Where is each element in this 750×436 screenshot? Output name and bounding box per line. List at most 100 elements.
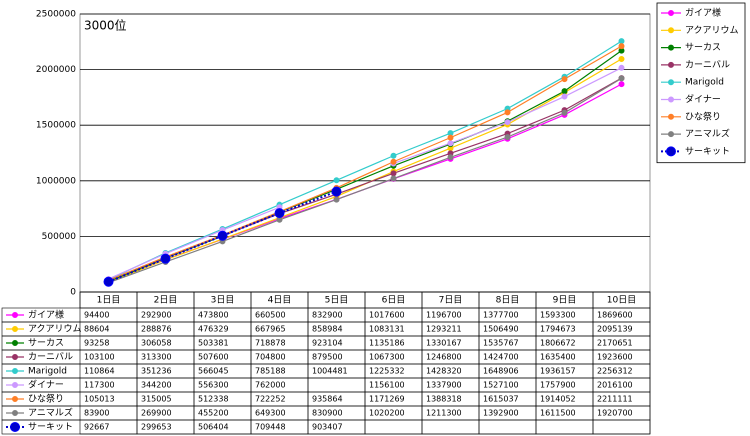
table-value: 1083131 xyxy=(369,325,405,334)
table-value: 1017600 xyxy=(369,311,405,320)
table-value: 1171269 xyxy=(369,395,405,404)
legend-marker xyxy=(10,422,20,432)
legend-marker xyxy=(668,27,674,34)
table-value: 718878 xyxy=(255,339,286,348)
table-value: 1914052 xyxy=(540,395,576,404)
table-value: 1067300 xyxy=(369,353,405,362)
data-point xyxy=(447,140,454,147)
table-value: 2170651 xyxy=(597,339,633,348)
table-value: 1196700 xyxy=(426,311,462,320)
table-value: 832900 xyxy=(312,311,343,320)
table-value: 94400 xyxy=(84,311,109,320)
data-point xyxy=(331,186,342,197)
table-value: 1020200 xyxy=(369,409,405,418)
row-label: アクアリウム xyxy=(28,324,82,335)
legend-marker xyxy=(12,340,18,346)
legend-label: カーニバル xyxy=(685,59,730,70)
y-tick-label: 1000000 xyxy=(36,176,76,186)
table-value: 2095139 xyxy=(597,325,633,334)
data-point xyxy=(103,276,114,287)
table-value: 1635400 xyxy=(540,353,576,362)
table-value: 722252 xyxy=(255,395,286,404)
data-point xyxy=(333,196,340,203)
table-value: 935864 xyxy=(312,395,343,404)
data-point xyxy=(390,170,397,177)
table-value: 1293211 xyxy=(426,325,462,334)
legend-marker xyxy=(666,146,676,157)
table-value: 455200 xyxy=(198,409,229,418)
table-value: 1527100 xyxy=(483,381,519,390)
table-value: 503381 xyxy=(198,339,229,348)
table-value: 1648906 xyxy=(483,367,519,376)
series-line xyxy=(108,50,622,283)
x-tick-label: 6日目 xyxy=(382,295,406,306)
table-value: 344200 xyxy=(141,381,172,390)
legend-label: アニマルズ xyxy=(685,128,730,140)
row-label: サーカス xyxy=(28,338,64,349)
table-value: 2256312 xyxy=(597,367,633,376)
y-tick-label: 0 xyxy=(70,288,76,298)
table-value: 476329 xyxy=(198,325,229,334)
table-value: 709448 xyxy=(255,423,286,432)
y-tick-label: 2000000 xyxy=(36,65,76,75)
legend-marker xyxy=(668,44,674,51)
table-value: 288876 xyxy=(141,325,172,334)
table-value: 292900 xyxy=(141,311,172,320)
table-value: 313300 xyxy=(141,353,172,362)
table-value: 92667 xyxy=(84,423,109,432)
series-line xyxy=(108,67,622,280)
series-line xyxy=(108,77,622,282)
table-value: 1615037 xyxy=(483,395,519,404)
table-value: 566045 xyxy=(198,367,229,376)
table-value: 473800 xyxy=(198,311,229,320)
legend-marker xyxy=(12,396,18,402)
table-value: 506404 xyxy=(198,423,229,432)
data-point xyxy=(618,38,625,45)
table-value: 2211111 xyxy=(597,395,633,404)
row-label: ひな祭り xyxy=(28,393,64,405)
data-point xyxy=(390,175,397,182)
table-value: 103100 xyxy=(84,353,115,362)
table-value: 649300 xyxy=(255,409,286,418)
data-point xyxy=(561,76,568,83)
table-value: 903407 xyxy=(312,423,343,432)
table-value: 351236 xyxy=(141,367,172,376)
table-value: 1377700 xyxy=(483,311,519,320)
legend-label: ダイナー xyxy=(685,93,721,105)
legend-label: サーカス xyxy=(685,42,721,53)
series-line xyxy=(108,45,622,281)
x-tick-label: 5日目 xyxy=(325,295,349,306)
table-value: 110864 xyxy=(84,367,115,376)
data-point xyxy=(618,56,625,63)
table-value: 1806672 xyxy=(540,339,576,348)
row-label: カーニバル xyxy=(28,352,73,363)
table-value: 299653 xyxy=(141,423,172,432)
x-tick-label: 7日目 xyxy=(439,295,463,306)
legend-label: アクアリウム xyxy=(685,25,739,36)
legend-marker xyxy=(12,354,18,360)
x-tick-label: 1日目 xyxy=(97,295,121,306)
table-value: 1794673 xyxy=(540,325,576,334)
data-point xyxy=(390,152,397,159)
table-value: 1388318 xyxy=(426,395,462,404)
legend-marker xyxy=(668,96,674,103)
data-point xyxy=(447,154,454,161)
data-point xyxy=(561,93,568,100)
series-line xyxy=(108,40,622,281)
table-value: 93258 xyxy=(84,339,109,348)
data-point xyxy=(333,177,340,184)
data-point xyxy=(274,208,285,219)
legend-label: ひな祭り xyxy=(685,110,721,122)
row-label: サーキット xyxy=(28,422,73,433)
table-value: 269900 xyxy=(141,409,172,418)
table-value: 1611500 xyxy=(540,409,576,418)
data-point xyxy=(390,158,397,165)
series-line xyxy=(108,77,622,284)
legend-label: ガイア様 xyxy=(685,7,721,19)
table-value: 83900 xyxy=(84,409,109,418)
table-value: 556300 xyxy=(198,381,229,390)
table-value: 858984 xyxy=(312,325,343,334)
y-tick-label: 2500000 xyxy=(36,10,76,20)
legend-marker xyxy=(12,410,18,416)
